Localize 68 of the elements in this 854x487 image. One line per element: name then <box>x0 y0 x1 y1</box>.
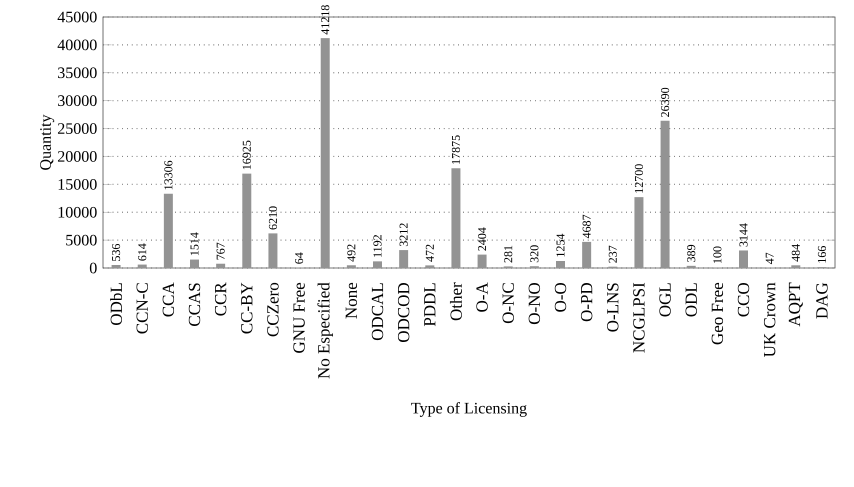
data-label: 389 <box>687 244 696 262</box>
data-label: 767 <box>216 242 225 260</box>
x-tick-label: O-LNS <box>607 283 618 332</box>
y-tick-label: 40000 <box>58 40 97 50</box>
data-label: 12700 <box>634 164 643 193</box>
data-label: 4687 <box>582 214 591 238</box>
y-tick-label: 45000 <box>58 12 97 22</box>
x-tick-label: ODCAL <box>372 283 384 340</box>
x-tick-label: ODL <box>686 283 697 317</box>
data-label: 41218 <box>321 5 330 34</box>
x-tick-label: No Especified <box>317 282 333 379</box>
x-tick-label: CCAS <box>188 283 200 326</box>
x-tick-label: DAG <box>816 282 828 319</box>
x-tick-label: ODbL <box>110 283 122 326</box>
data-label: 3144 <box>739 223 748 246</box>
x-tick-label: PDDL <box>424 283 436 326</box>
x-tick-label: O-NC <box>502 283 514 324</box>
y-tick-label: 35000 <box>58 67 97 78</box>
data-label: 614 <box>138 243 146 261</box>
x-tick-label: Geo Free <box>712 282 724 344</box>
data-label: 6210 <box>268 206 277 230</box>
data-label: 26390 <box>661 88 670 117</box>
data-label: 237 <box>608 246 617 263</box>
x-tick-label: CCN-C <box>136 283 148 334</box>
data-label: 536 <box>112 244 120 261</box>
x-tick-label: CCA <box>162 282 174 317</box>
x-tick-label: GNU Free <box>293 282 305 353</box>
data-label: 13306 <box>164 160 172 190</box>
x-tick-label: OGL <box>659 283 671 317</box>
data-label: 472 <box>426 244 434 262</box>
data-label: 47 <box>766 252 774 264</box>
data-label: 1254 <box>556 234 565 257</box>
x-tick-label: CCZero <box>267 282 279 336</box>
data-label: 484 <box>792 244 800 262</box>
x-tick-label: AQPT <box>788 282 803 327</box>
y-tick-label: 30000 <box>58 95 97 106</box>
x-tick-label: O-O <box>554 282 566 312</box>
data-label: 166 <box>818 246 826 263</box>
x-axis-title: Type of Licensing <box>411 402 527 417</box>
data-label: 2404 <box>478 227 486 251</box>
data-label: 320 <box>530 245 538 262</box>
data-label: 1192 <box>373 235 382 257</box>
y-axis-title: Quantity <box>40 114 54 170</box>
data-label: 492 <box>347 244 356 262</box>
x-tick-label: ODCOD <box>398 282 410 342</box>
x-tick-label: CCO <box>738 282 750 317</box>
data-label: 1514 <box>190 232 199 256</box>
x-tick-label: CC-BY <box>241 282 252 334</box>
data-label: 17875 <box>452 135 460 164</box>
y-tick-label: 5000 <box>66 234 97 246</box>
x-tick-label: None <box>346 282 357 319</box>
x-tick-label: Other <box>450 282 462 320</box>
data-label: 64 <box>295 252 304 264</box>
data-label: 16925 <box>242 140 251 170</box>
x-tick-label: O-A <box>476 282 488 312</box>
data-label: 281 <box>504 246 512 262</box>
y-tick-label: 25000 <box>58 123 97 134</box>
y-tick-label: 0 <box>90 262 97 274</box>
x-tick-label: NCGLPSI <box>633 282 645 353</box>
y-tick-label: 15000 <box>58 178 97 190</box>
y-tick-label: 10000 <box>58 206 97 218</box>
x-tick-label: O-NO <box>528 282 540 324</box>
y-tick-label: 20000 <box>58 151 97 162</box>
x-tick-label: UK Crown <box>764 282 776 358</box>
data-label: 3212 <box>400 223 408 246</box>
data-label: 100 <box>713 246 722 263</box>
x-tick-label: O-PD <box>580 282 592 322</box>
x-tick-label: CCR <box>214 282 226 316</box>
